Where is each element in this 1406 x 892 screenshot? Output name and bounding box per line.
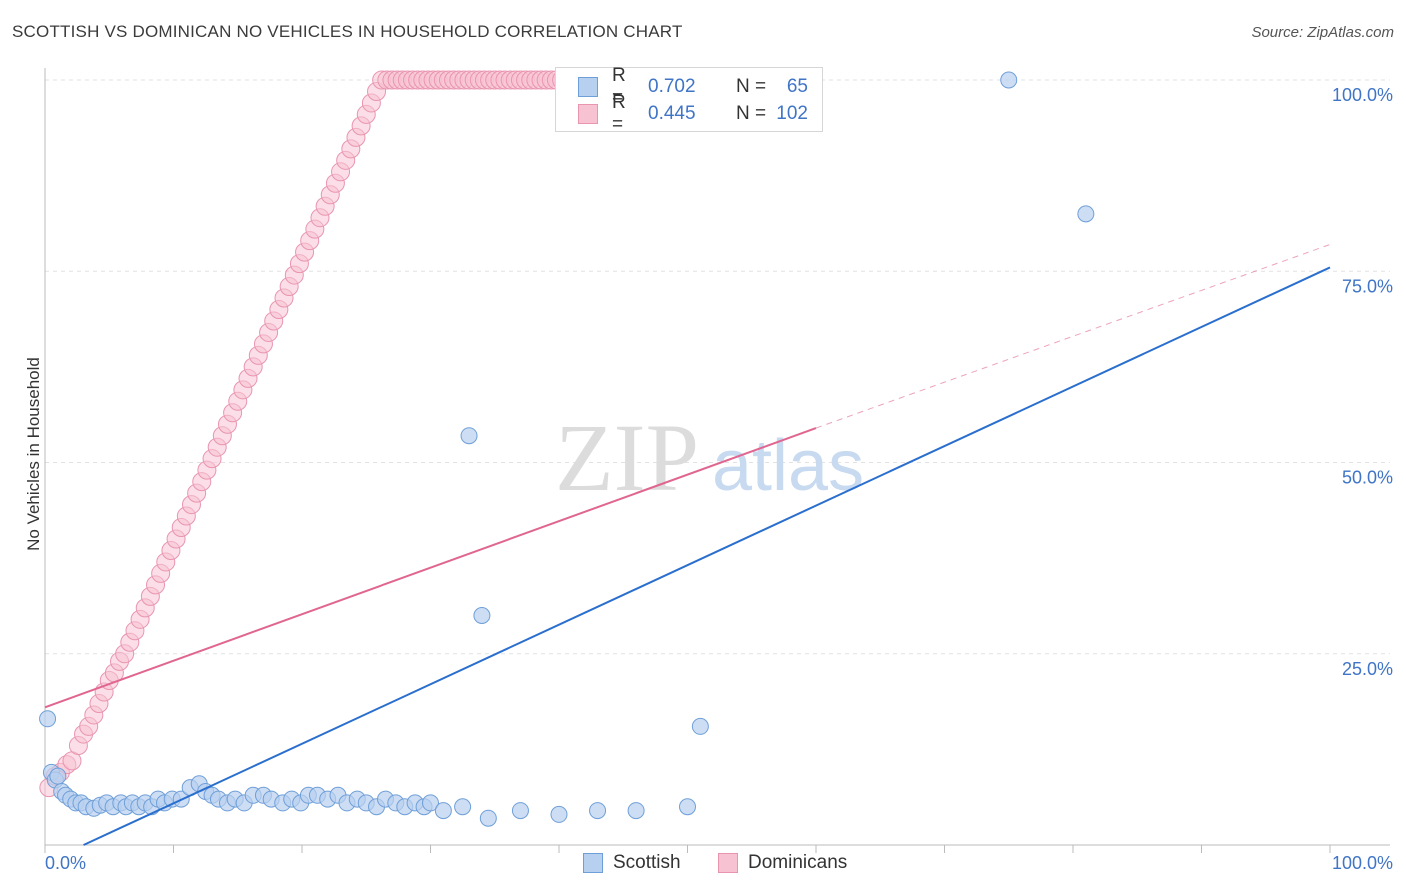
dominican-trend-line <box>44 427 817 709</box>
scottish-point <box>550 805 568 823</box>
dominican-n-value: 102 <box>776 103 808 124</box>
x-tick-label-max: 100.0% <box>1332 853 1393 873</box>
scottish-n-value: 65 <box>786 76 808 97</box>
r-label: R = <box>612 92 626 135</box>
dominican-trend-extension <box>815 244 1331 429</box>
scottish-point <box>49 767 67 785</box>
dominican-r-value: 0.445 <box>648 103 696 124</box>
chart-title: SCOTTISH VS DOMINICAN NO VEHICLES IN HOU… <box>12 22 683 41</box>
scottish-point <box>434 802 452 820</box>
scottish-point <box>589 802 607 820</box>
grid <box>45 79 1390 655</box>
scottish-swatch <box>578 77 598 97</box>
dominican-legend-label: Dominicans <box>748 852 848 873</box>
y-tick-label: 50.0% <box>1342 468 1393 488</box>
stats-legend: R = 0.702 N = 65 R = 0.445 N = 102 <box>555 65 823 135</box>
scottish-point <box>454 798 472 816</box>
scottish-legend-label: Scottish <box>613 852 681 873</box>
scottish-trend-line <box>83 266 1331 846</box>
scottish-point <box>1000 71 1018 89</box>
r-label: R = <box>612 65 626 108</box>
scottish-point <box>422 794 439 812</box>
legend-row-scottish: R = 0.702 N = 65 <box>578 65 808 108</box>
source-credit: Source: ZipAtlas.com <box>1251 24 1394 41</box>
y-tick-label: 75.0% <box>1342 276 1393 296</box>
dominican-swatch <box>578 104 598 124</box>
legend-row-dominican: R = 0.445 N = 102 <box>578 92 808 135</box>
bottom-legend-scottish: Scottish <box>583 852 681 874</box>
scottish-points <box>39 71 1095 827</box>
scottish-point <box>460 427 478 445</box>
scottish-r-value: 0.702 <box>648 76 696 97</box>
scottish-point <box>1077 205 1095 223</box>
watermark-zip: ZIP <box>555 404 699 511</box>
trend-lines <box>44 244 1331 846</box>
bottom-legend-dominicans: Dominicans <box>718 852 847 874</box>
scottish-point <box>39 710 57 728</box>
tick-labels: 25.0% 50.0% 75.0% 100.0% 0.0% 100.0% <box>45 85 1393 873</box>
watermark: ZIP atlas <box>555 404 864 511</box>
dominican-points <box>39 70 582 798</box>
y-tick-label: 25.0% <box>1342 659 1393 679</box>
scottish-point <box>473 607 491 624</box>
scottish-point <box>511 802 529 820</box>
watermark-atlas: atlas <box>712 426 864 506</box>
scottish-swatch <box>583 853 603 873</box>
n-label: N = <box>736 76 767 97</box>
y-tick-label: 100.0% <box>1332 85 1393 105</box>
scottish-point <box>679 798 696 816</box>
y-axis-label: No Vehicles in Household <box>24 357 43 551</box>
dominican-swatch <box>718 853 738 873</box>
x-tick-label-min: 0.0% <box>45 853 86 873</box>
scottish-point <box>691 717 709 735</box>
scottish-point <box>627 802 645 820</box>
n-label: N = <box>736 103 767 124</box>
scottish-point <box>479 809 497 827</box>
